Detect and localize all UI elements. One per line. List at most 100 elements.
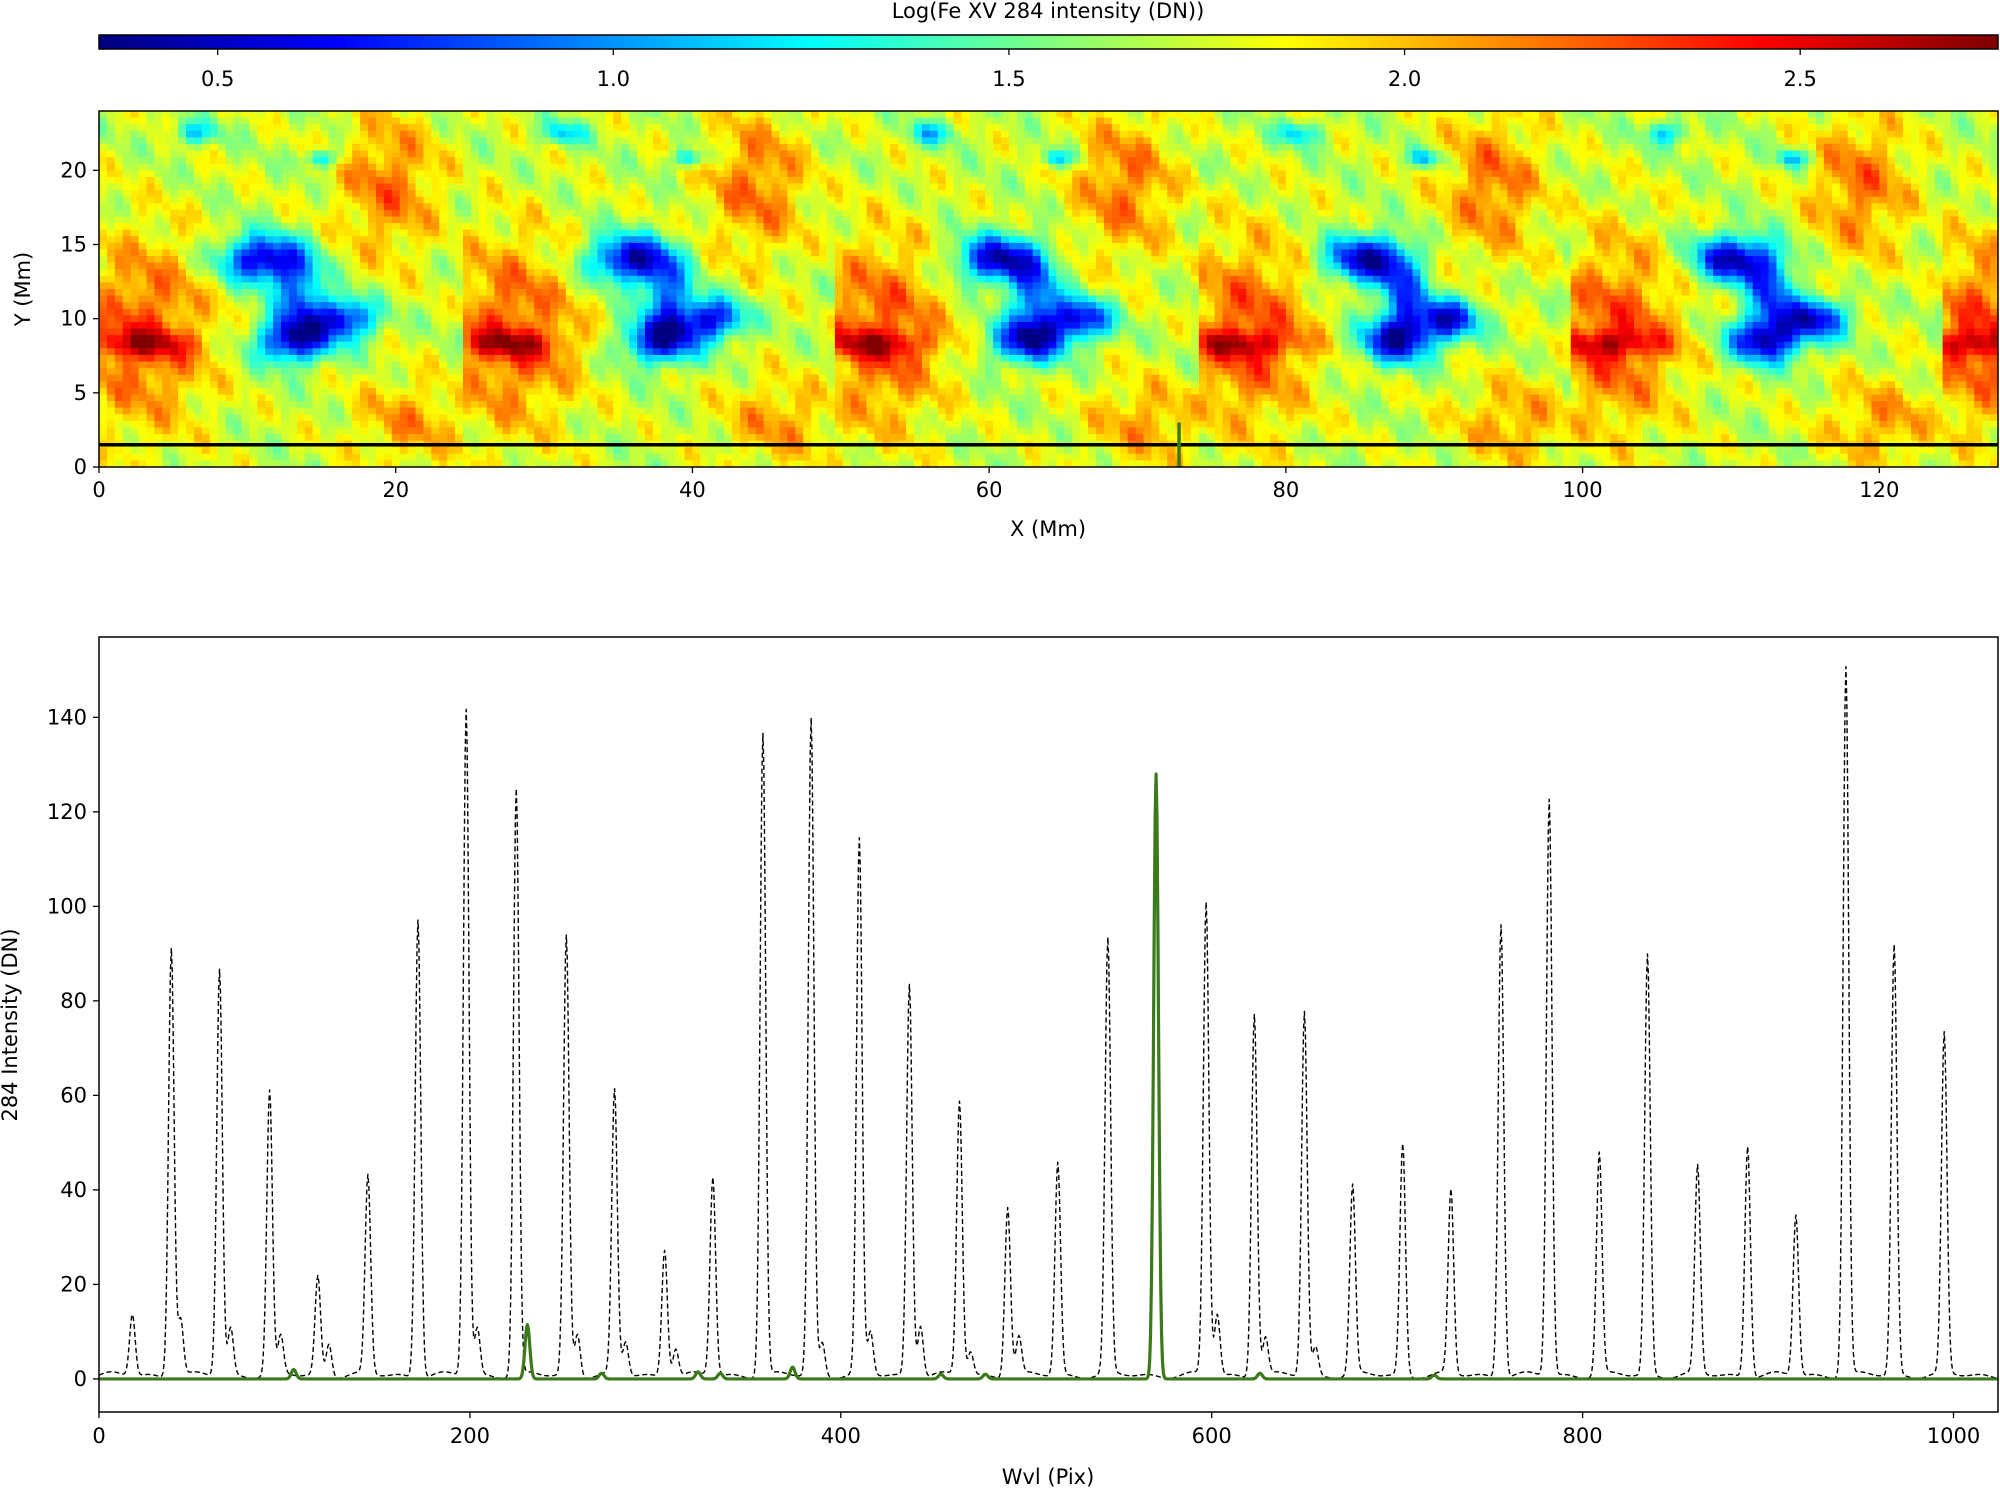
heatmap-cell [1016,223,1026,231]
heatmap-cell [763,137,773,145]
heatmap-cell [961,130,970,138]
heatmap-cell [913,203,923,211]
heatmap-cell [1863,111,1872,119]
heatmap-cell [550,216,559,224]
heatmap-cell [1641,190,1651,198]
heatmap-cell [613,209,622,218]
heatmap-cell [1183,111,1192,119]
heatmap-cell [1578,190,1588,198]
heatmap-cell [1317,190,1327,198]
heatmap-cell [1776,209,1785,218]
heatmap-cell [557,242,567,251]
heatmap-cell [1183,117,1192,125]
heatmap-cell [605,130,614,138]
heatmap-cell [1697,216,1706,224]
heatmap-cell [1721,183,1730,191]
heatmap-cell [1388,143,1398,152]
heatmap-cell [201,223,211,231]
heatmap-cell [589,209,599,218]
heatmap-cell [209,143,219,152]
heatmap-cell [732,236,741,244]
heatmap-cell [1190,143,1200,152]
heatmap-cell [1784,190,1793,198]
heatmap-cell [581,183,591,191]
heatmap-cell [1499,170,1509,178]
heatmap-cell [1760,236,1770,244]
heatmap-cell [391,176,401,185]
heatmap-cell [1934,223,1944,231]
heatmap-cell [906,209,915,218]
heatmap-cell [1784,143,1793,152]
heatmap-cell [1792,117,1801,125]
heatmap-cell [803,124,812,132]
heatmap-cell [375,124,385,132]
heatmap-cell [1365,216,1374,224]
heatmap-cell [1238,190,1247,198]
heatmap-cell [589,216,599,224]
heatmap-cell [557,196,567,204]
heatmap-cell [320,236,330,244]
heatmap-cell [937,137,947,145]
heatmap-cell [1475,157,1485,165]
heatmap-cell [1032,176,1042,185]
heatmap-cell [1127,196,1137,204]
heatmap-cell [985,190,994,198]
heatmap-cell [953,229,963,237]
heatmap-cell [985,137,994,145]
heatmap-cell [225,124,235,132]
heatmap-cell [1681,117,1691,125]
heatmap-cell [739,163,749,171]
heatmap-cell [1808,137,1817,145]
heatmap-cell [106,111,116,119]
heatmap-cell [1040,137,1050,145]
heatmap-cell [510,137,519,145]
heatmap-cell [866,242,876,251]
heatmap-cell [1562,117,1572,125]
heatmap-cell [1895,209,1904,218]
heatmap-cell [763,111,773,119]
heatmap-cell [447,130,456,138]
heatmap-cell [1982,170,1991,178]
heatmap-cell [929,117,939,125]
heatmap-cell [462,130,472,138]
heatmap-cell [921,216,931,224]
heatmap-cell [1372,163,1382,171]
heatmap-cell [122,242,132,251]
heatmap-cell [1341,196,1350,204]
heatmap-cell [375,111,385,119]
colorbar: Log(Fe XV 284 intensity (DN)) 0.5 1.0 1.5 2… [98,0,1999,91]
heatmap-cell [708,223,717,231]
heatmap-cell [771,183,781,191]
heatmap-cell [439,216,448,224]
heatmap-cell [1309,203,1319,211]
heatmap-cell [581,209,591,218]
heatmap-cell [1135,216,1145,224]
heatmap-cell [1095,176,1105,185]
heatmap-cell [518,157,527,165]
heatmap-cell [1578,117,1588,125]
heatmap-cell [1554,176,1564,185]
heatmap-cell [1190,170,1200,178]
heatmap-cell [763,242,773,251]
heatmap-cell [1230,190,1239,198]
heatmap-cell [1673,130,1683,138]
heatmap-cell [447,117,456,125]
heatmap-cell [1325,170,1334,178]
heatmap-cell [1372,242,1382,251]
heatmap-cell [1285,130,1295,138]
heatmap-cell [1784,216,1793,224]
heatmap-cell [985,130,994,138]
heatmap-cell [1792,216,1801,224]
heatmap-cell [787,117,796,125]
heatmap-cell [1024,236,1034,244]
heatmap-cell [130,170,140,178]
heatmap-cell [1744,163,1754,171]
heatmap-cell [898,137,907,145]
heatmap-cell [296,117,306,125]
heatmap-cell [1151,111,1160,119]
heatmap-cell [629,170,638,178]
heatmap-cell [644,170,654,178]
heatmap-cell [1341,209,1350,218]
heatmap-cell [273,111,282,119]
heatmap-cell [1238,183,1247,191]
